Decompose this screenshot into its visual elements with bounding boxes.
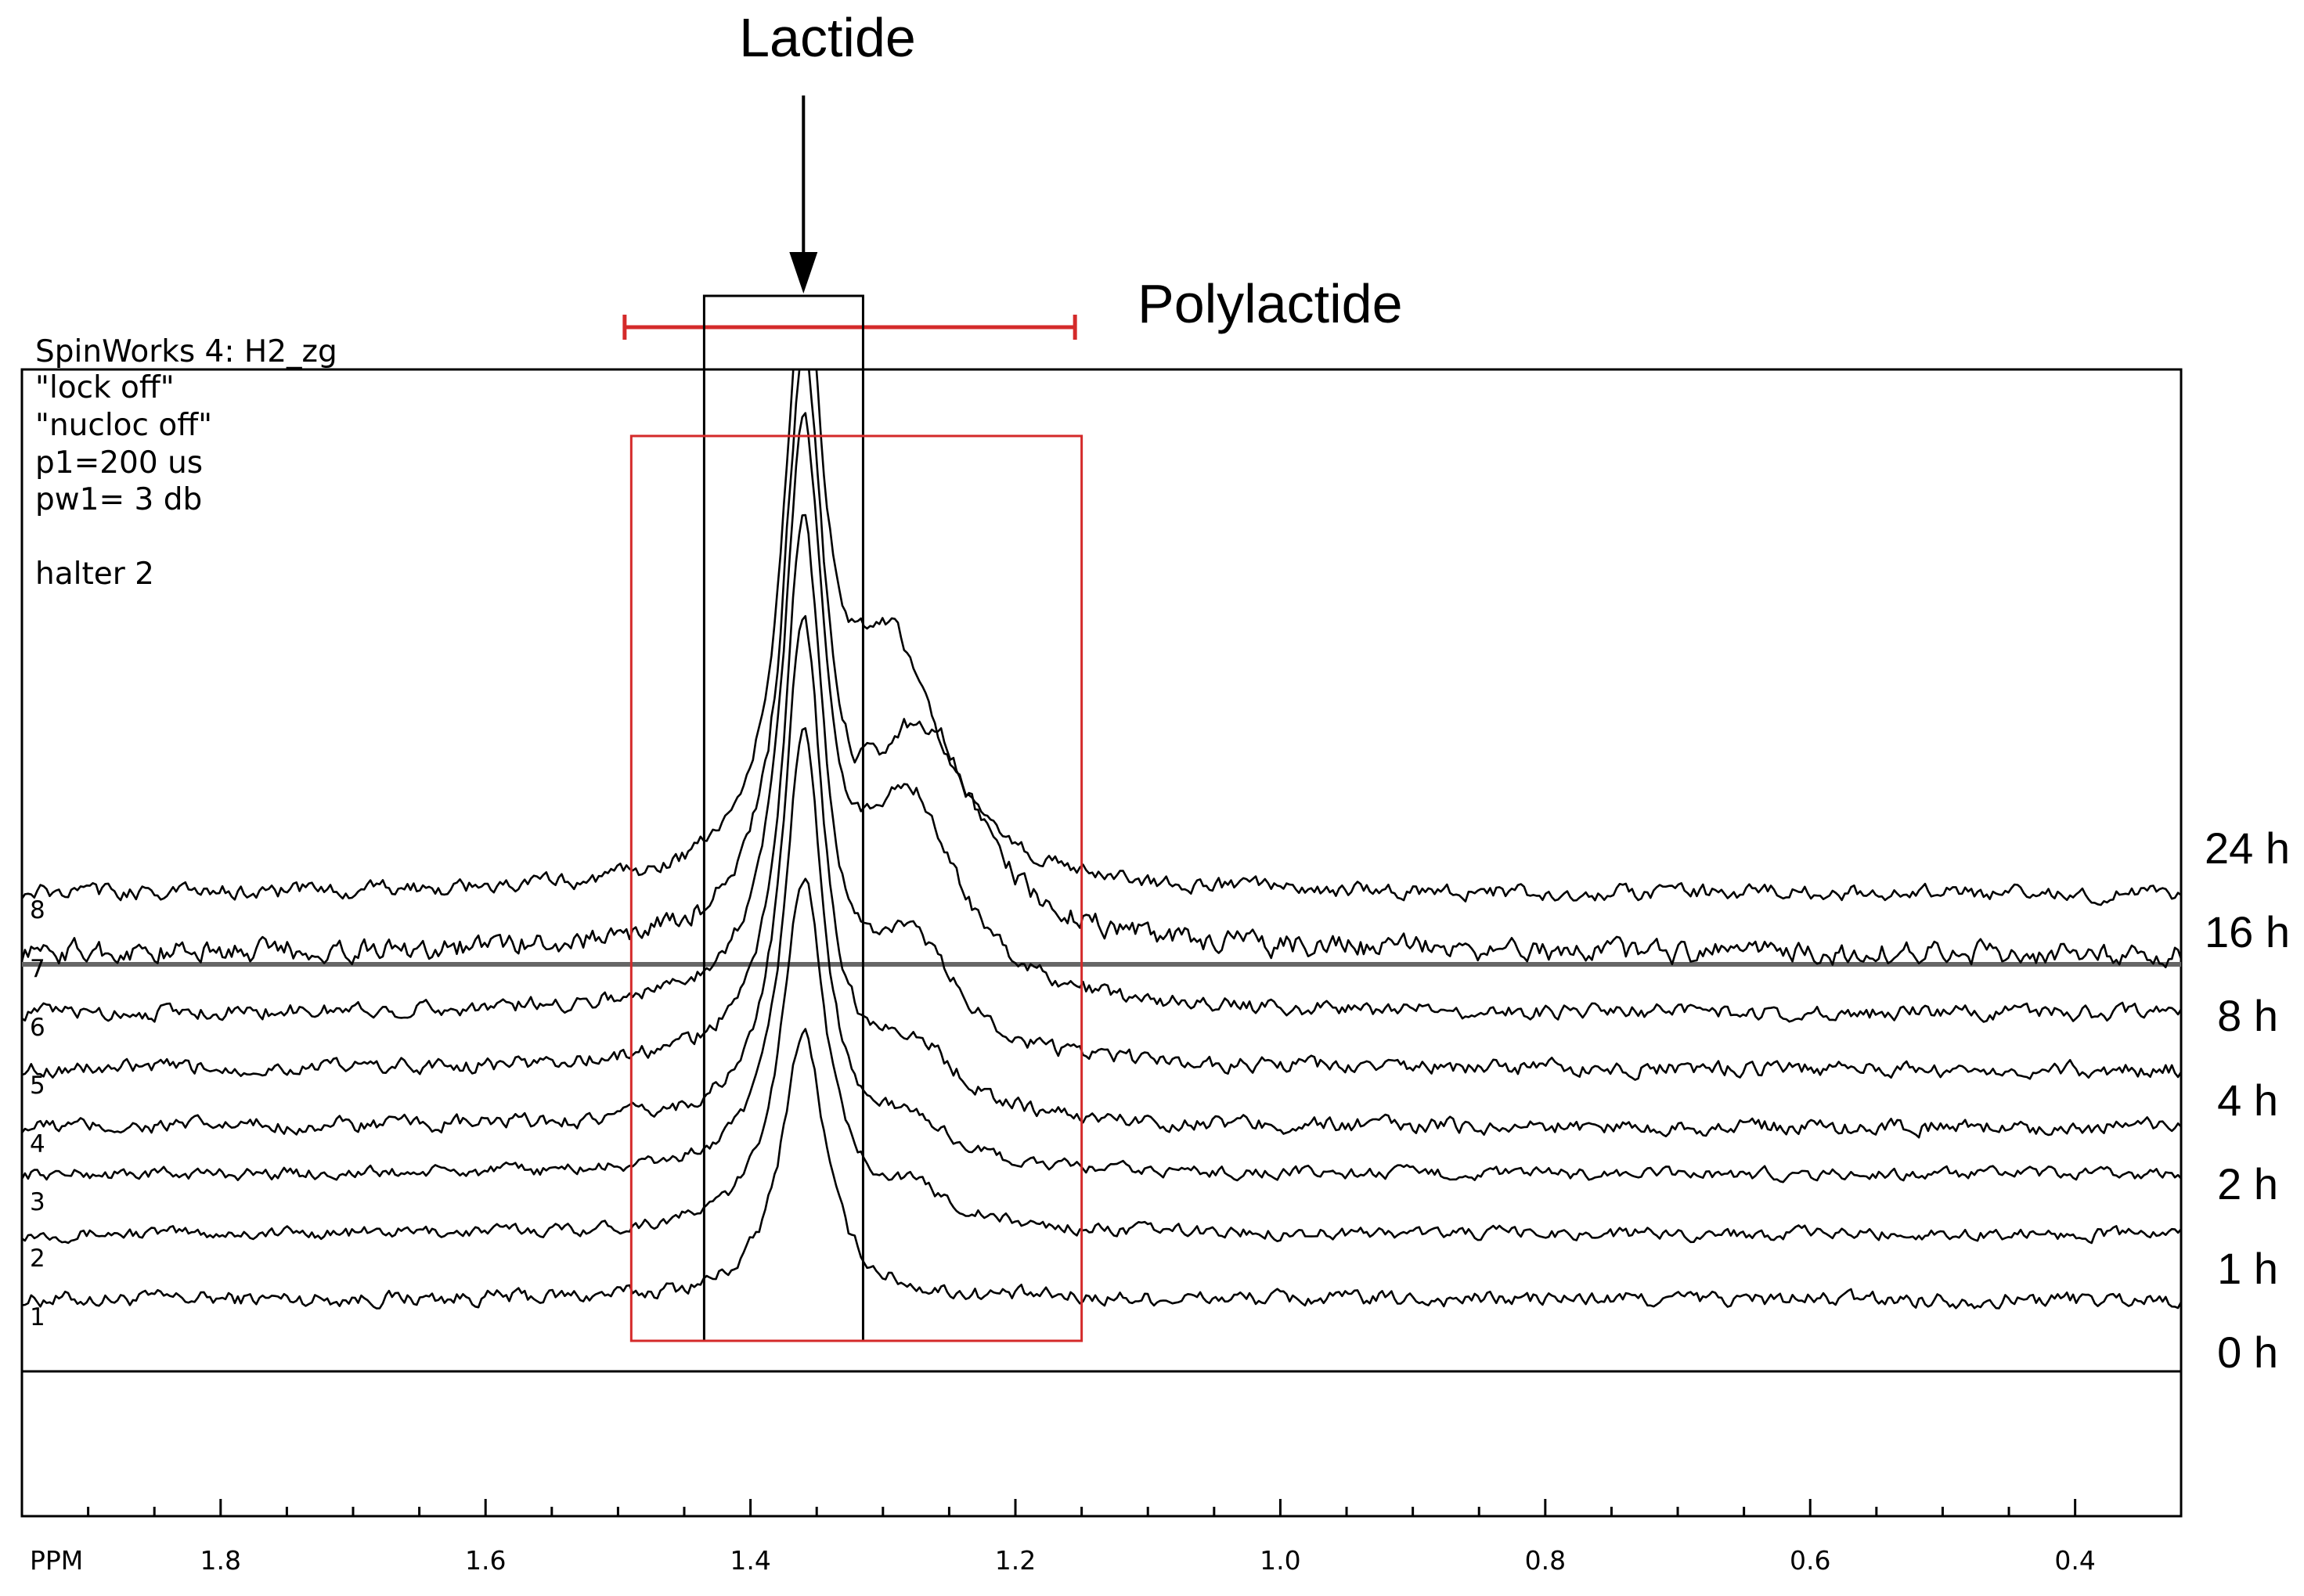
spectrum-trace-6 — [22, 412, 2181, 1023]
trace-number-8: 8 — [30, 896, 45, 924]
x-tick-label: 1.0 — [1260, 1545, 1300, 1576]
x-tick-label: 0.8 — [1525, 1545, 1566, 1576]
trace-number-3: 3 — [30, 1188, 45, 1216]
header-line-p1: p1=200 us — [35, 445, 203, 481]
trace-number-7: 7 — [30, 955, 45, 983]
x-tick-label: 0.6 — [1790, 1545, 1830, 1576]
software-header: SpinWorks 4: H2_zg "lock off" "nucloc of… — [35, 334, 337, 592]
polylactide-annotation-label: Polylactide — [1138, 273, 1403, 334]
header-line-pw1: pw1= 3 db — [35, 482, 202, 517]
polylactide-bracket — [622, 315, 1077, 340]
time-label-4h: 4 h — [2217, 1075, 2278, 1125]
x-tick-label: 0.4 — [2054, 1545, 2095, 1576]
lactide-annotation-label: Lactide — [739, 7, 916, 68]
time-label-24h: 24 h — [2205, 823, 2290, 873]
polylactide-region-box — [629, 434, 1083, 1342]
header-line-halter: halter 2 — [35, 557, 154, 592]
trace-number-2: 2 — [30, 1245, 45, 1273]
time-label-8h: 8 h — [2217, 991, 2278, 1040]
spectrum-trace-2 — [22, 877, 2181, 1245]
x-tick-label: 1.8 — [200, 1545, 241, 1576]
x-tick-label: 1.6 — [465, 1545, 506, 1576]
trace-number-labels: 1 2 3 4 5 6 7 8 — [30, 896, 45, 1331]
spectrum-trace-5 — [22, 513, 2181, 1081]
x-tick-label: 1.2 — [995, 1545, 1036, 1576]
spectrum-trace-8 — [22, 369, 2181, 906]
header-line-nucloc: "nucloc off" — [35, 408, 212, 443]
trace-number-4: 4 — [30, 1130, 45, 1158]
time-label-2h: 2 h — [2217, 1159, 2278, 1209]
time-labels: 24 h 16 h 8 h 4 h 2 h 1 h 0 h — [2205, 823, 2290, 1377]
spectra-traces — [22, 369, 2181, 1310]
spectrum-trace-4 — [22, 614, 2181, 1139]
time-label-1h: 1 h — [2217, 1244, 2278, 1293]
lactide-arrow-head — [789, 252, 818, 294]
x-axis-label: PPM — [30, 1545, 83, 1576]
trace-number-5: 5 — [30, 1072, 45, 1100]
spectrum-trace-1 — [22, 1028, 2181, 1310]
trace-number-6: 6 — [30, 1014, 45, 1042]
trace-number-1: 1 — [30, 1303, 45, 1331]
x-axis: PPM 1.8 1.6 1.4 1.2 1.0 0.8 0.6 0.4 — [30, 1499, 2096, 1576]
time-label-0h: 0 h — [2217, 1328, 2278, 1377]
plot-frame — [20, 368, 2183, 1518]
spectrum-trace-3 — [22, 726, 2181, 1183]
spectrum-trace-7 — [22, 369, 2181, 968]
x-tick-label: 1.4 — [730, 1545, 770, 1576]
time-label-16h: 16 h — [2205, 907, 2290, 957]
header-line-lock: "lock off" — [35, 370, 175, 405]
software-title: SpinWorks 4: H2_zg — [35, 334, 337, 369]
